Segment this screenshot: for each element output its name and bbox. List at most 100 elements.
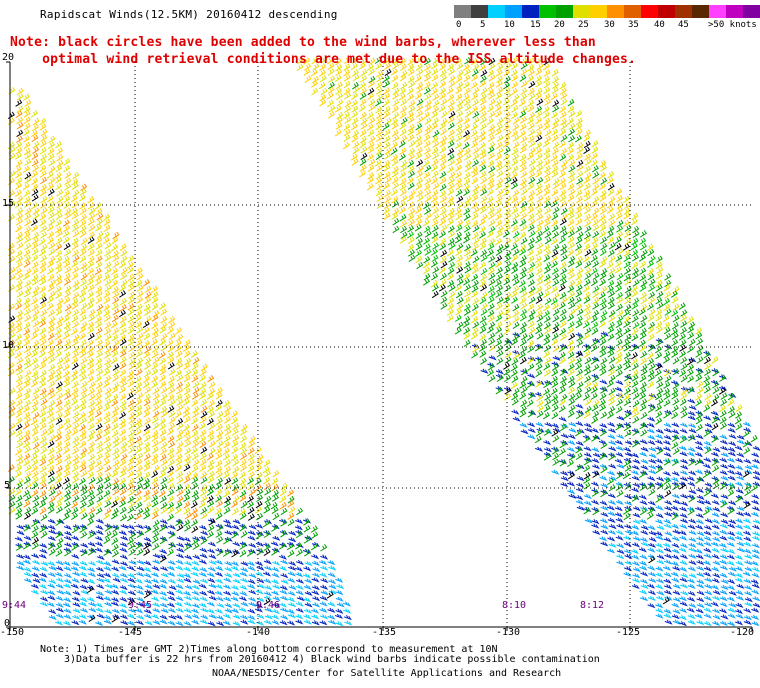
wind-barb [168,410,176,418]
wind-barb [431,87,439,96]
wind-barb [103,340,111,348]
wind-barb [535,87,543,96]
wind-barb [176,495,184,503]
wind-barb [727,422,736,428]
wind-barb [479,110,487,118]
wind-barb [199,435,207,443]
wind-barb [311,585,320,591]
wind-barb [583,153,591,161]
wind-barb [359,158,367,166]
wind-barb [614,260,622,268]
wind-barb [367,172,375,180]
wind-barb [671,512,679,521]
wind-barb [440,195,448,203]
wind-barb [208,422,216,431]
wind-barb [383,129,391,137]
wind-barb [576,482,585,488]
wind-barb [592,272,600,280]
wind-barb [592,230,600,239]
wind-barb [719,385,728,391]
wind-barb [350,62,358,71]
wind-barb [519,356,527,365]
wind-barb [254,483,262,492]
wind-barb [519,260,527,268]
wind-barb [47,447,55,455]
wind-barb [48,578,57,585]
wind-barb [15,392,23,400]
wind-barb [752,458,760,464]
wind-barb [368,135,376,143]
wind-barb [279,589,288,595]
wind-barb [16,458,24,466]
legend-swatch-13 [675,5,692,18]
wind-barb [424,177,432,186]
wind-barb [471,327,479,335]
wind-barb [360,135,368,144]
wind-barb [568,493,577,499]
wind-barb [160,483,168,491]
wind-barb [199,374,207,382]
wind-barb [288,506,296,514]
wind-barb [584,380,592,389]
wind-barb [239,542,247,550]
wind-barb [687,619,696,625]
wind-barb [48,177,56,185]
wind-barb [672,619,681,625]
wind-barb [192,579,201,585]
wind-barb [631,405,639,414]
wind-barb [63,572,72,579]
wind-barb [392,207,400,216]
wind-barb [535,147,543,155]
wind-barb [118,418,126,426]
wind-barb [56,201,64,209]
wind-barb [471,189,479,197]
wind-barb [263,482,271,491]
wind-barb [47,188,55,196]
wind-barb [278,542,286,550]
wind-barb [167,513,175,522]
wind-barb [256,548,264,556]
wind-barb [319,74,327,83]
wind-barb [167,548,175,557]
legend-label-3: 15 [530,20,541,30]
wind-barb [232,541,241,547]
wind-barb [680,392,688,400]
wind-barb [656,398,664,406]
wind-barb [560,122,568,130]
wind-barb [679,607,688,614]
wind-barb [551,111,559,119]
wind-barb [648,577,657,583]
wind-barb [751,572,760,578]
wind-barb [296,63,304,72]
wind-barb [208,381,216,389]
wind-barb [328,584,337,590]
wind-barb [88,441,96,449]
wind-barb [430,260,438,268]
wind-barb [535,188,543,196]
wind-barb [144,386,152,394]
wind-barb [70,583,79,589]
wind-barb [78,565,87,571]
wind-barb [432,266,440,274]
wind-barb [568,302,576,310]
wind-barb [606,176,614,185]
wind-barb [727,475,736,481]
wind-barb [119,321,127,329]
wind-barb [552,355,561,361]
wind-barb [415,92,423,100]
wind-barb [232,614,241,620]
wind-barb [272,512,280,521]
wind-barb [391,165,399,174]
wind-barb [599,315,607,323]
wind-barb [303,608,312,614]
wind-barb [23,290,31,298]
wind-barb [87,249,95,257]
wind-barb [128,362,136,370]
wind-barb [464,254,472,262]
wind-barb [736,505,745,512]
wind-barb [439,171,447,179]
wind-barb [624,380,632,389]
wind-barb [62,219,70,227]
wind-barb [176,362,184,370]
wind-barb [551,267,559,275]
